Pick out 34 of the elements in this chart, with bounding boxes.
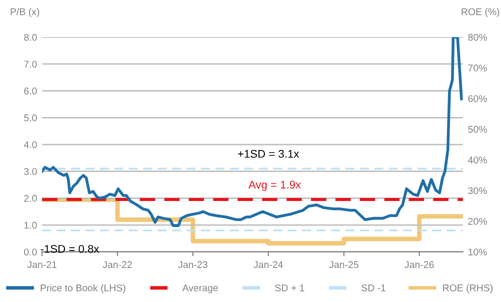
legend-label: Average [182,284,218,294]
x-tick-label: Jan-25 [329,261,358,268]
legend-label: SD -1 [362,284,386,292]
y2-tick-label: 80% [468,34,487,41]
annotation: +1SD = 3.1x [238,150,300,158]
y2-tick-label: 70% [468,64,487,72]
y-tick-label: 8.0 [24,34,37,41]
legend-label: Price to Book (LHS) [40,284,126,294]
y2-tick-label: 60% [468,95,487,102]
y-axis-title: P/B (x) [10,8,40,18]
x-tick-label: Jan-23 [178,261,208,268]
y-tick-label: 5.0 [24,114,37,122]
y-tick-label: 1.0 [24,222,37,229]
y2-tick-label: 50% [468,126,487,133]
y-tick-label: 4.0 [24,141,37,148]
annotation: Avg = 1.9x [248,180,301,191]
y2-axis-title: ROE (%) [462,8,500,18]
y2-tick-label: 20% [468,218,487,225]
y2-tick-label: 40% [468,156,487,164]
x-tick-label: Jan-26 [404,261,434,268]
annotation: -1SD = 0.8x [40,244,100,253]
y2-tick-label: 30% [468,187,487,194]
y-tick-label: 2.0 [24,194,37,202]
y-tick-label: 7.0 [24,60,37,68]
legend-label: SD + 1 [275,284,304,292]
y-tick-label: 6.0 [24,88,37,94]
x-tick-label: Jan-21 [27,261,56,268]
y2-tick-label: 10% [468,248,487,256]
legend-label: ROE (RHS) [443,284,492,294]
y-tick-label: 3.0 [24,168,37,175]
x-tick-label: Jan-22 [102,261,132,268]
line-series [42,37,463,227]
y-tick-label: 0.0 [24,248,37,256]
x-tick-label: Jan-24 [254,261,283,268]
